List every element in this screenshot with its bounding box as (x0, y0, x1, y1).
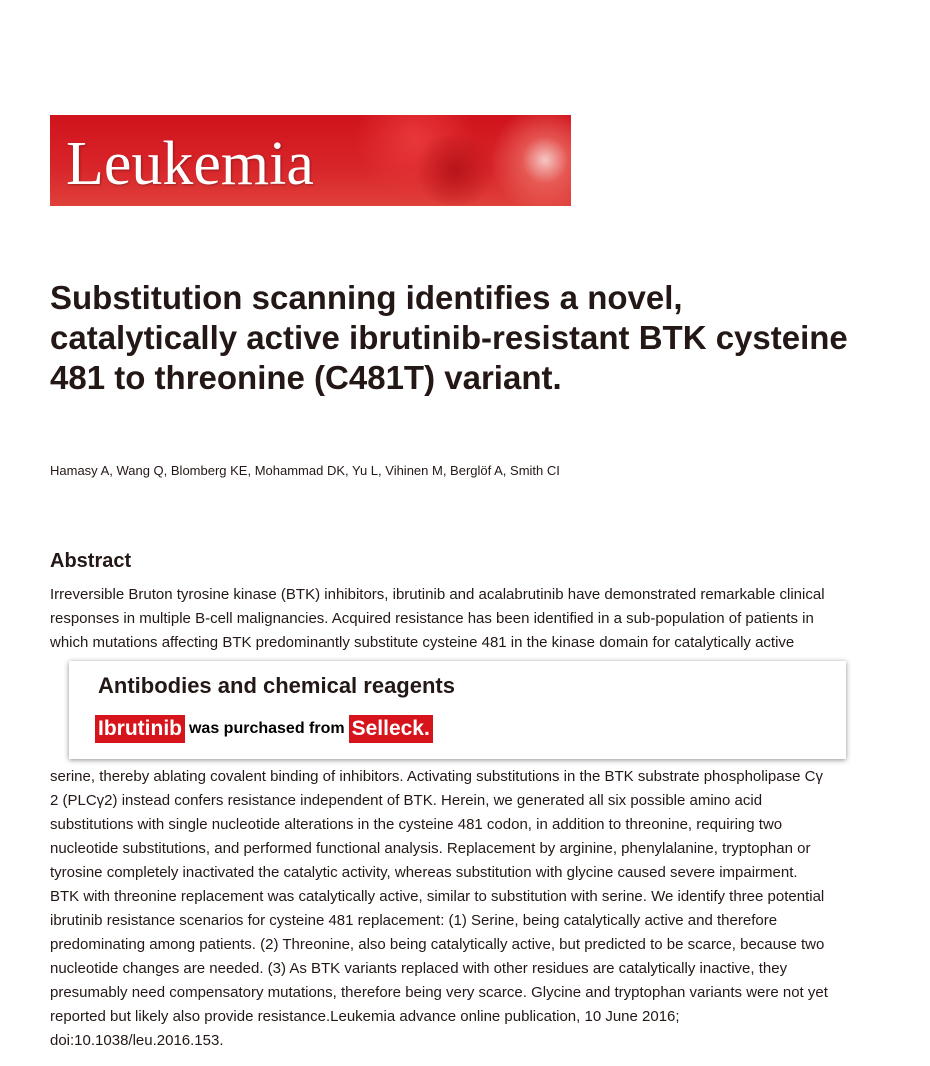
banner-decoration (490, 115, 571, 206)
abstract-line: serine, thereby ablating covalent bindin… (50, 768, 823, 785)
abstract-line: tyrosine completely inactivated the cata… (50, 864, 798, 881)
abstract-line: which mutations affecting BTK predominan… (50, 634, 795, 651)
abstract-line: presumably need compensatory mutations, … (50, 984, 828, 1001)
callout-line: Ibrutinib was purchased from Selleck. (95, 715, 433, 743)
abstract-line: substitutions with single nucleotide alt… (50, 816, 783, 833)
vendor-tag[interactable]: Selleck. (348, 715, 433, 743)
journal-logo: Leukemia (66, 130, 314, 198)
abstract-line: 2 (PLCγ2) instead confers resistance ind… (50, 792, 763, 809)
article-title: Substitution scanning identifies a novel… (50, 279, 848, 396)
author-list: Hamasy A, Wang Q, Blomberg KE, Mohammad … (50, 463, 560, 478)
abstract-line: reported but likely also provide resista… (50, 1008, 680, 1025)
abstract-line: BTK with threonine replacement was catal… (50, 888, 825, 905)
abstract-line: nucleotide substitutions, and performed … (50, 840, 811, 857)
product-tag[interactable]: Ibrutinib (95, 715, 185, 743)
abstract-body: Irreversible Bruton tyrosine kinase (BTK… (50, 583, 900, 1053)
banner-decoration (410, 135, 500, 205)
reagent-callout: Antibodies and chemical reagents Ibrutin… (69, 661, 846, 759)
callout-title: Antibodies and chemical reagents (98, 673, 455, 698)
abstract-line: nucleotide changes are needed. (3) As BT… (50, 960, 788, 977)
abstract-line: responses in multiple B-cell malignancie… (50, 610, 814, 627)
abstract-line: Irreversible Bruton tyrosine kinase (BTK… (50, 586, 825, 603)
abstract-heading: Abstract (50, 550, 132, 572)
callout-text: was purchased from (188, 720, 345, 737)
abstract-line: doi:10.1038/leu.2016.153. (50, 1032, 224, 1049)
abstract-line: ibrutinib resistance scenarios for cyste… (50, 912, 778, 929)
abstract-line: predominating among patients. (2) Threon… (50, 936, 825, 953)
journal-banner: Leukemia (50, 115, 571, 206)
